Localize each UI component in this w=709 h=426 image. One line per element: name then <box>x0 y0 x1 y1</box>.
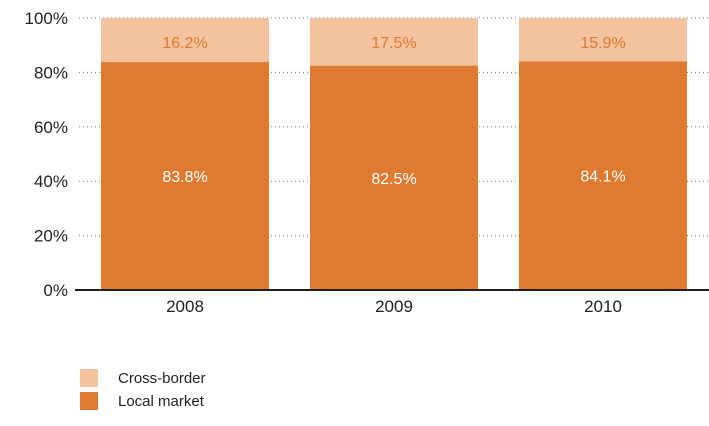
legend-swatch-local-market <box>80 392 98 410</box>
y-tick-label: 60% <box>34 118 68 137</box>
legend-item-local-market: Local market <box>80 391 206 411</box>
legend-item-cross-border: Cross-border <box>80 368 206 388</box>
bar-2010-local-market <box>519 61 687 290</box>
legend-label-local-market: Local market <box>118 392 204 410</box>
data-label: 15.9% <box>580 35 625 52</box>
x-tick-label: 2008 <box>166 297 204 316</box>
bar-2009-cross-border <box>310 18 478 66</box>
bar-2009-local-market <box>310 65 478 290</box>
data-label: 17.5% <box>371 35 416 52</box>
legend: Cross-border Local market <box>80 368 206 414</box>
y-tick-label: 100% <box>25 9 68 28</box>
y-tick-label: 40% <box>34 172 68 191</box>
bar-2008-local-market <box>101 62 269 291</box>
data-label: 82.5% <box>371 171 416 188</box>
bar-2008-cross-border <box>101 18 269 63</box>
x-tick-label: 2010 <box>584 297 622 316</box>
data-label: 83.8% <box>162 169 207 186</box>
y-tick-label: 0% <box>43 281 68 300</box>
legend-label-cross-border: Cross-border <box>118 369 206 387</box>
legend-swatch-cross-border <box>80 369 98 387</box>
y-tick-label: 20% <box>34 227 68 246</box>
data-label: 16.2% <box>162 35 207 52</box>
data-label: 84.1% <box>580 169 625 186</box>
bar-2010-cross-border <box>519 18 687 62</box>
x-tick-label: 2009 <box>375 297 413 316</box>
y-tick-label: 80% <box>34 63 68 82</box>
